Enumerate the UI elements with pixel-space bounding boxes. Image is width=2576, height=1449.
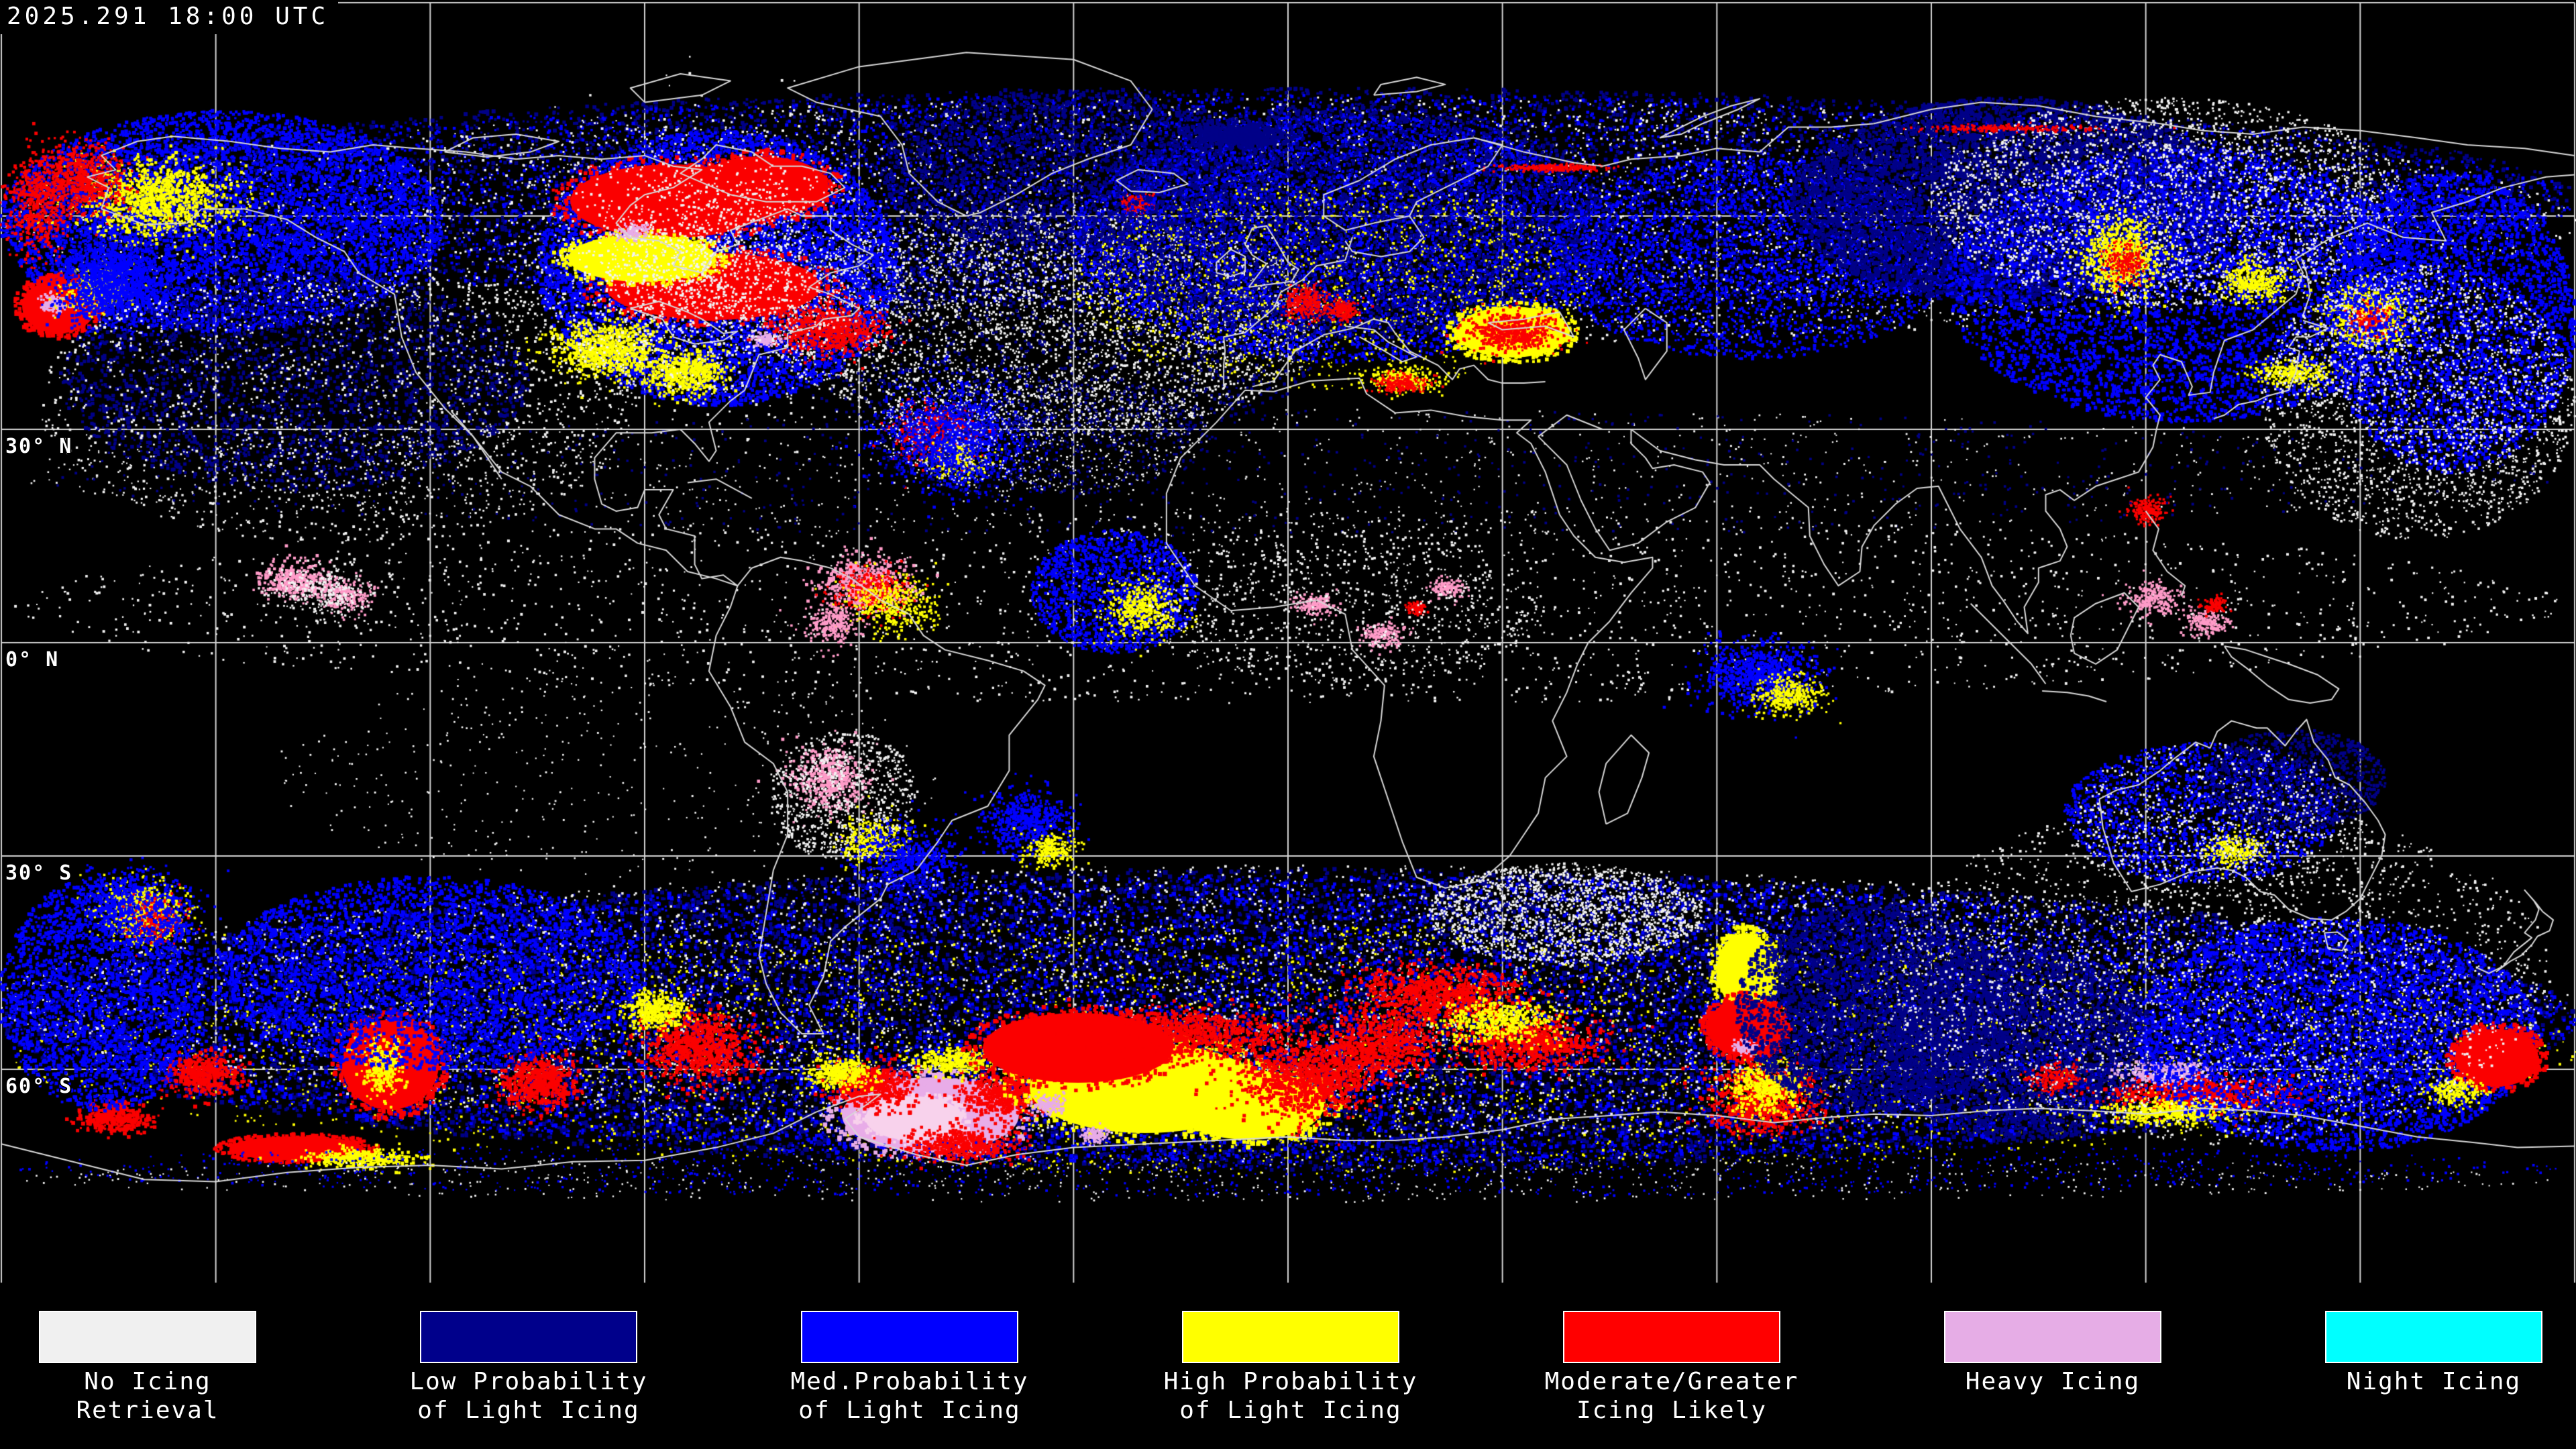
lat-label: 30° S — [5, 861, 73, 885]
lat-label: 0° N — [5, 648, 60, 672]
lat-label: 30° N — [5, 435, 73, 458]
lat-label: 60° S — [5, 1075, 73, 1098]
timestamp-label: 2025.291 18:00 UTC — [0, 0, 339, 34]
